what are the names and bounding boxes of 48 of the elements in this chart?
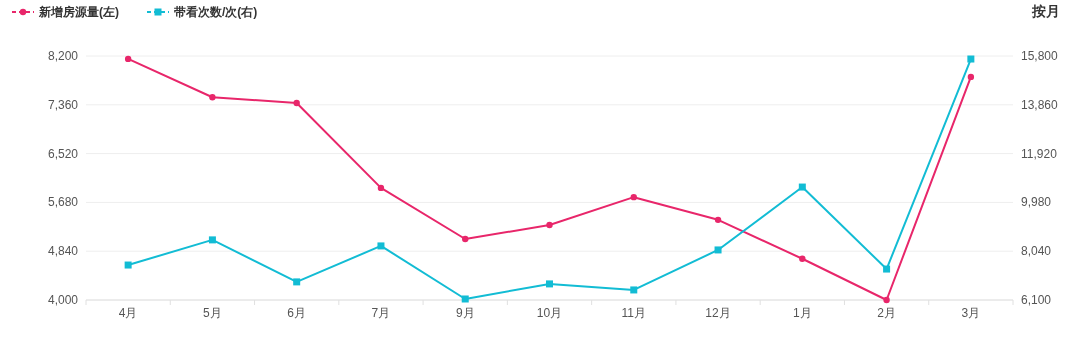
y2-tick-label: 9,980	[1021, 195, 1052, 210]
y-tick-label: 4,000	[47, 293, 79, 307]
y2-tick-label: 11,920	[1021, 146, 1058, 161]
y2-tick-label: 6,100	[1021, 293, 1052, 307]
point	[546, 221, 553, 229]
x-tick-label: 3月	[961, 306, 981, 320]
y-tick-label: 6,520	[47, 146, 79, 161]
point	[461, 295, 469, 303]
point	[714, 246, 722, 254]
text: 按月	[1031, 3, 1060, 19]
point	[630, 193, 637, 201]
y2-tick-label: 13,860	[1021, 97, 1059, 112]
point	[124, 261, 132, 269]
x-tick-label: 4月	[118, 306, 138, 320]
y2-tick-label: 15,800	[1021, 49, 1059, 63]
point	[798, 183, 806, 191]
legend-label: 新增房源量(左)	[38, 5, 119, 19]
y-tick-label: 4,840	[47, 244, 79, 259]
point	[883, 265, 891, 273]
x-tick-label: 2月	[877, 306, 896, 320]
point	[462, 235, 469, 243]
x-tick-label: 7月	[371, 306, 391, 320]
point	[293, 278, 301, 286]
x-tick-label: 9月	[455, 306, 475, 320]
point	[124, 55, 132, 63]
point	[209, 94, 216, 101]
point	[377, 242, 385, 250]
point	[630, 286, 638, 294]
legend-label: 带看次数/次(右)	[174, 5, 258, 19]
point	[377, 184, 385, 192]
point	[799, 255, 806, 262]
point	[967, 55, 975, 63]
x-tick-label: 12月	[705, 306, 731, 320]
point	[967, 73, 975, 81]
y2-tick-label: 8,040	[1021, 244, 1052, 259]
y-tick-label: 7,360	[47, 97, 79, 112]
point	[714, 216, 722, 224]
x-tick-label: 6月	[287, 306, 307, 320]
x-tick-label: 11月	[621, 306, 647, 320]
point	[208, 236, 216, 244]
x-tick-label: 1月	[792, 306, 812, 320]
y-tick-label: 5,680	[47, 195, 79, 210]
point	[883, 296, 890, 304]
x-tick-label: 5月	[203, 306, 222, 320]
point	[546, 280, 553, 288]
y-tick-label: 8,200	[47, 49, 79, 63]
x-tick-label: 10月	[536, 306, 563, 320]
point	[293, 99, 300, 107]
